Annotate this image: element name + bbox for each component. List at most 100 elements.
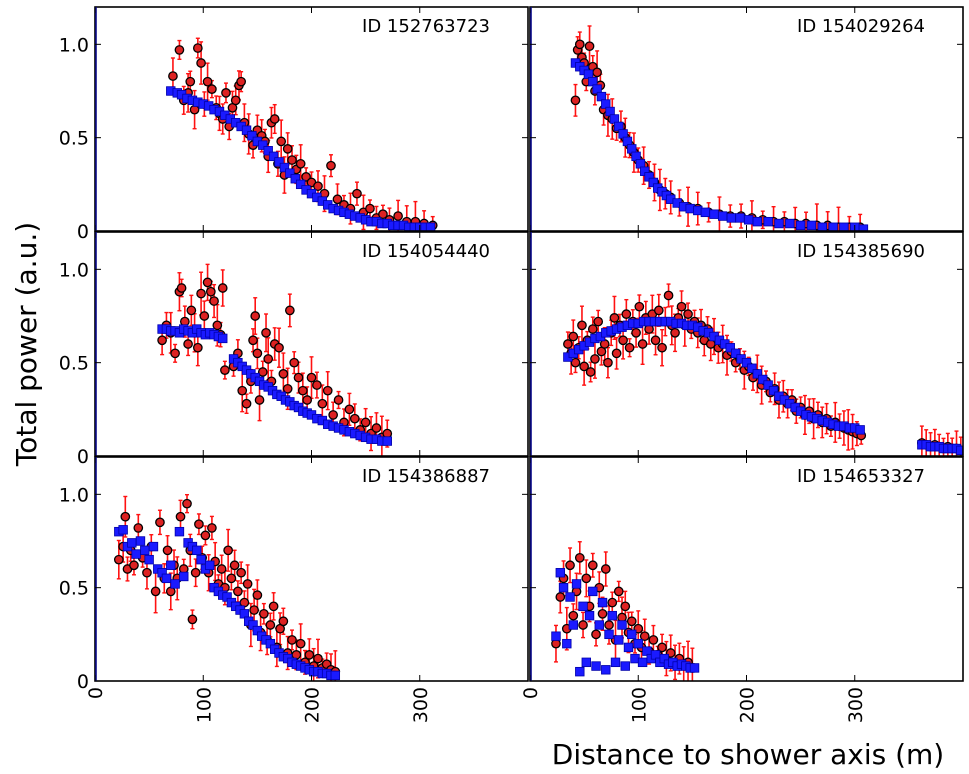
measured-point <box>568 610 579 621</box>
simulated-point <box>627 629 637 640</box>
simulated-point <box>174 526 185 537</box>
measured-point <box>590 354 600 364</box>
measured-point <box>200 530 211 541</box>
simulated-point <box>633 638 643 649</box>
simulated-point <box>295 179 306 190</box>
panel-title: ID 154386887 <box>362 466 490 487</box>
measured-point <box>252 348 263 359</box>
measured-point <box>192 342 203 353</box>
y-tick-label: 1.0 <box>59 259 89 281</box>
simulated-point <box>135 536 146 546</box>
measured-point <box>604 620 614 630</box>
measured-point <box>186 305 197 316</box>
measured-point <box>284 305 295 316</box>
measured-point <box>626 616 637 627</box>
measured-point <box>637 339 648 349</box>
simulated-point <box>717 211 728 221</box>
measured-point <box>670 327 680 338</box>
simulated-point <box>620 661 630 671</box>
panel-2: ID 154029264 <box>529 6 964 232</box>
measured-point <box>207 84 217 94</box>
measured-point <box>250 311 261 321</box>
measured-point <box>611 348 622 359</box>
measured-point <box>585 367 596 377</box>
simulated-point <box>597 597 608 608</box>
simulated-point <box>247 131 257 141</box>
measured-point <box>254 395 265 405</box>
simulated-series <box>114 525 341 681</box>
measured-point <box>574 552 585 563</box>
panel-title: ID 154054440 <box>362 241 490 262</box>
measured-point <box>236 76 246 87</box>
simulated-point <box>752 369 763 379</box>
simulated-point <box>795 220 806 231</box>
x-tick-label: 300 <box>845 687 867 723</box>
measured-point <box>248 335 258 346</box>
simulated-point <box>768 385 779 396</box>
simulated-point <box>735 213 745 223</box>
simulated-point <box>382 436 392 446</box>
simulated-point <box>166 560 176 570</box>
measured-point <box>207 523 217 533</box>
measured-point <box>650 335 661 346</box>
simulated-point <box>218 333 228 344</box>
measured-point <box>287 155 297 165</box>
simulated-point <box>601 665 611 675</box>
simulated-point <box>752 216 763 227</box>
measured-point <box>223 545 233 556</box>
measured-point <box>221 88 231 98</box>
measured-point <box>591 629 601 640</box>
measured-point <box>592 67 602 78</box>
simulated-point <box>584 610 595 621</box>
x-tick-label: 100 <box>193 687 215 723</box>
simulated-point <box>555 568 566 578</box>
measured-point <box>295 638 306 649</box>
measured-point <box>194 519 204 530</box>
measured-point <box>229 560 240 571</box>
measured-point <box>216 564 227 574</box>
x-axis-title: Distance to shower axis (m) <box>552 738 944 771</box>
simulated-point <box>730 348 741 359</box>
simulated-point <box>192 545 202 556</box>
panel-frame <box>529 6 964 232</box>
simulated-point <box>170 579 180 589</box>
measured-point <box>587 324 598 334</box>
simulated-point <box>725 343 735 353</box>
measured-point <box>333 395 344 405</box>
measured-point <box>663 290 674 301</box>
measured-point <box>587 560 598 571</box>
measured-point <box>683 309 693 319</box>
measured-point <box>242 579 253 589</box>
measured-point <box>624 342 635 353</box>
y-tick-label: 0 <box>77 671 89 693</box>
panel-3: 0 0.5 1.0 ID 154054440 <box>59 231 529 468</box>
panel-title: ID 154653327 <box>797 466 925 487</box>
measured-point <box>289 357 300 368</box>
measured-point <box>226 573 237 584</box>
simulated-point <box>290 174 300 184</box>
panel-plot-area <box>570 25 869 231</box>
measured-point <box>220 365 230 375</box>
simulated-point <box>604 629 614 640</box>
measured-point <box>618 335 628 346</box>
measured-point <box>570 95 581 106</box>
measured-point <box>202 277 213 288</box>
panel-5: 0 0.5 1.0 0 100 200 300 ID 154386887 <box>59 456 529 723</box>
panel-title: ID 154029264 <box>797 16 925 37</box>
simulated-point <box>758 374 768 385</box>
measured-point <box>187 614 198 625</box>
simulated-series <box>157 324 392 446</box>
measured-point <box>268 601 279 612</box>
simulated-point <box>148 541 159 552</box>
measured-point <box>613 586 624 597</box>
simulated-point <box>726 213 737 223</box>
measured-point <box>639 631 650 642</box>
measured-point <box>570 357 581 368</box>
measured-point <box>365 203 375 214</box>
measured-point <box>265 620 276 630</box>
simulated-point <box>858 224 869 231</box>
simulated-point <box>855 425 865 435</box>
simulated-point <box>140 545 150 556</box>
x-tick-label: 0 <box>85 687 107 699</box>
y-tick-label: 1.0 <box>59 34 89 56</box>
